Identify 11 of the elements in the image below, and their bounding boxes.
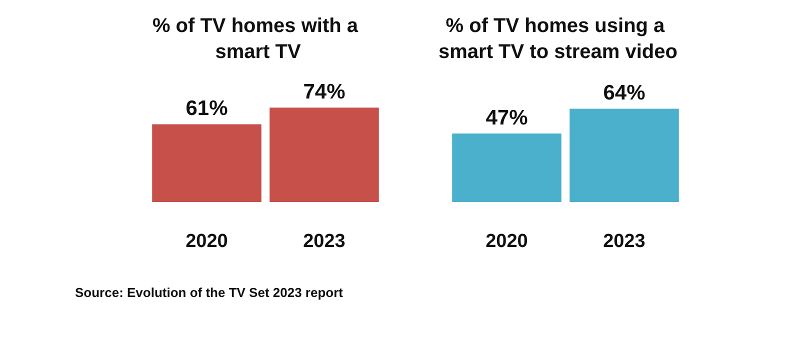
data-label: 47% bbox=[486, 106, 528, 130]
data-label: 74% bbox=[303, 80, 346, 104]
chart-title: % of TV homes using a smart TV to stream video bbox=[438, 15, 678, 63]
x-tick-label: 2023 bbox=[303, 231, 346, 252]
chart-title: % of TV homes with a smart TV bbox=[152, 15, 364, 63]
data-label: 64% bbox=[603, 82, 646, 105]
data-label: 61% bbox=[186, 97, 228, 120]
source-note: Source: Evolution of the TV Set 2023 report bbox=[75, 285, 343, 300]
x-tick-label: 2020 bbox=[486, 231, 528, 252]
x-tick-label: 2020 bbox=[186, 231, 228, 252]
x-tick-label: 2023 bbox=[603, 231, 646, 252]
